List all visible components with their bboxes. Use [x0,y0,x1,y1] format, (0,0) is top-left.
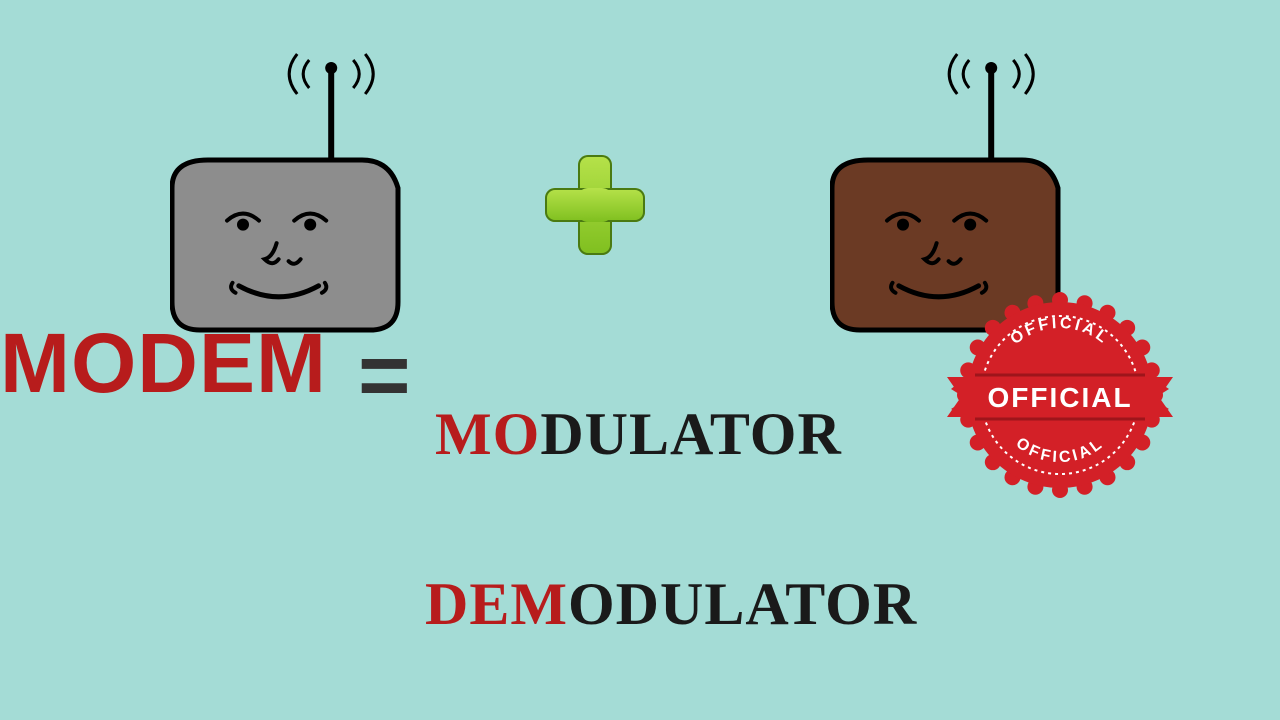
modulator-part-1: DULATOR [540,401,842,467]
official-badge: OFFICIAL OFFICIAL OFFICIAL [945,280,1175,515]
infographic-canvas: MODEM=MODULATORDEMODULATOR OFFICIAL OFFI… [0,0,1280,720]
modulator-part-0: MO [435,401,540,467]
equals-sign: = [358,325,411,428]
modulator-label: MODULATOR [435,400,842,469]
demodulator-part-0: DEM [425,571,568,637]
badge-banner-text: OFFICIAL [987,382,1132,413]
modem-label: MODEM [0,315,327,412]
demodulator-part-1: ODULATOR [568,571,917,637]
plus-icon [545,155,645,255]
demodulator-label: DEMODULATOR [425,570,917,639]
left-modem-icon [170,50,460,345]
